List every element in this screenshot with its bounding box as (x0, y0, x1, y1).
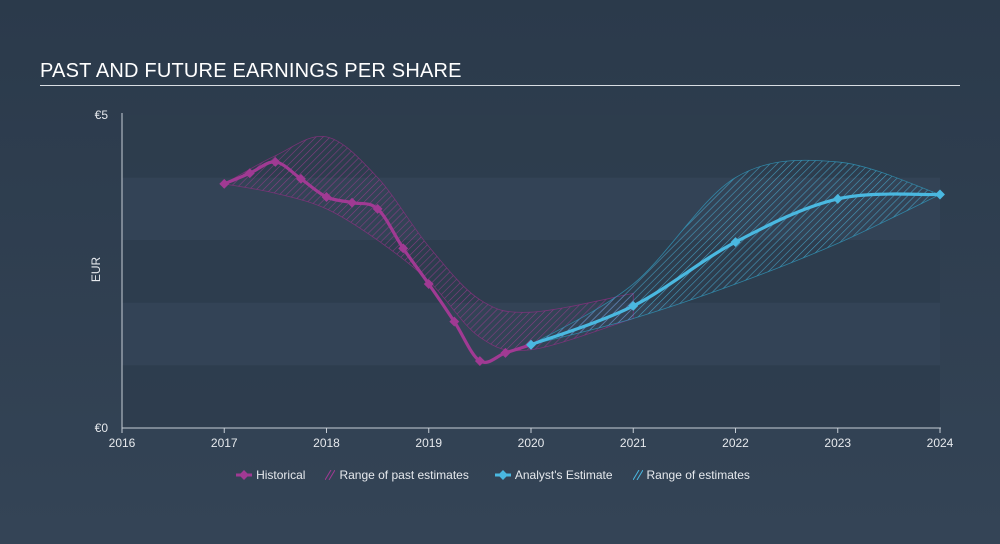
legend-estimate[interactable]: Analyst's Estimate (494, 468, 613, 482)
estimate-point (628, 300, 639, 311)
legend-historical-label: Historical (256, 468, 306, 482)
legend-past-range-label: Range of past estimates (339, 468, 469, 482)
historical-point (398, 243, 409, 254)
x-tick-label: 2024 (927, 436, 954, 450)
historical-point (372, 203, 383, 214)
historical-point (270, 157, 281, 167)
legend-past-range[interactable]: Range of past estimates (325, 468, 469, 482)
historical-point (347, 197, 358, 208)
estimate-point (832, 193, 843, 204)
historical-point (295, 173, 306, 184)
estimate-point (526, 339, 536, 350)
chart-legend: Historical Range of past estimates Analy… (0, 468, 1000, 482)
historical-point (321, 192, 332, 202)
estimate-point (730, 237, 741, 248)
historical-marker-icon (236, 470, 253, 480)
x-tick-label: 2018 (313, 436, 340, 450)
y-axis-label: EUR (89, 257, 103, 283)
historical-point (244, 168, 255, 179)
legend-future-range[interactable]: Range of estimates (632, 468, 750, 482)
page-title: PAST AND FUTURE EARNINGS PER SHARE (40, 60, 462, 82)
x-tick-label: 2021 (620, 436, 647, 450)
x-tick-label: 2020 (518, 436, 545, 450)
historical-point (219, 178, 230, 189)
title-divider (40, 85, 960, 86)
historical-point (449, 316, 460, 327)
y-tick-label: €5 (95, 108, 109, 122)
legend-historical[interactable]: Historical (236, 468, 305, 482)
estimate-point (935, 189, 945, 200)
historical-point (474, 356, 485, 366)
hatch-swatch-icon (325, 470, 336, 480)
y-tick-label: €0 (95, 421, 109, 435)
estimate-marker-icon (494, 470, 511, 480)
x-tick-label: 2019 (415, 436, 442, 450)
hatch-swatch-icon (632, 470, 643, 480)
x-tick-label: 2022 (722, 436, 749, 450)
legend-future-range-label: Range of estimates (646, 468, 750, 482)
legend-estimate-label: Analyst's Estimate (514, 468, 613, 482)
historical-point (423, 279, 434, 289)
x-tick-label: 2017 (211, 436, 238, 450)
x-tick-label: 2016 (109, 436, 136, 450)
historical-point (500, 347, 511, 358)
plot-band (122, 365, 940, 428)
x-tick-label: 2023 (824, 436, 851, 450)
